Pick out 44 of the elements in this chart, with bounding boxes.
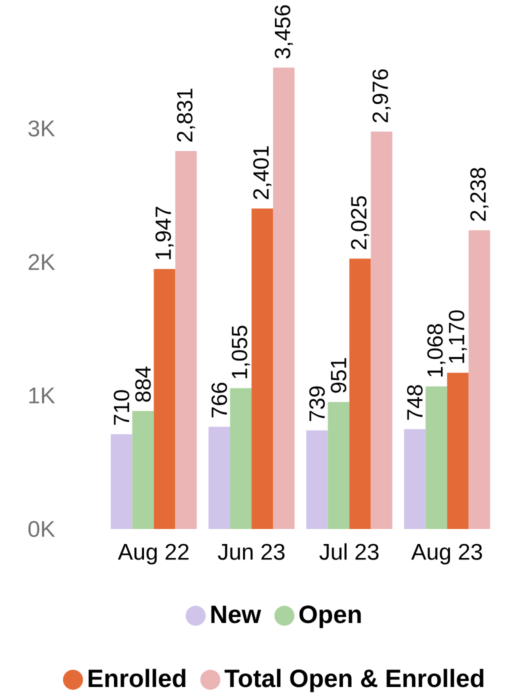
bar — [208, 426, 230, 529]
legend-label: New — [211, 606, 262, 624]
data-label: 2,025 — [350, 196, 370, 250]
legend-label: Total Open & Enrolled — [224, 668, 484, 692]
bar — [447, 372, 469, 529]
bar — [349, 258, 371, 529]
bar — [154, 269, 176, 529]
data-label: 710 — [114, 390, 130, 425]
data-label: 2,238 — [470, 168, 488, 221]
bar — [175, 151, 197, 529]
bar — [306, 430, 328, 529]
x-tick-label: Jun 23 — [218, 544, 285, 560]
data-label: 1,170 — [448, 310, 467, 363]
data-label: 748 — [407, 385, 423, 420]
legend-label: Open — [299, 606, 361, 628]
x-tick-label: Aug 22 — [118, 544, 189, 564]
legend-label: Enrolled — [88, 668, 186, 688]
bar — [252, 208, 274, 529]
y-tick-label: 3K — [28, 120, 56, 137]
data-label: 3,456 — [274, 5, 293, 58]
data-label: 1,947 — [155, 206, 174, 260]
bar — [370, 132, 392, 529]
bar — [426, 386, 448, 529]
bar — [404, 429, 426, 529]
y-tick-label: 1K — [29, 388, 56, 404]
y-tick-label: 0K — [28, 520, 56, 538]
y-tick-label: 2K — [28, 254, 56, 270]
bar — [273, 68, 295, 529]
bar — [468, 230, 490, 529]
data-label: 884 — [135, 366, 151, 402]
data-label: 766 — [211, 382, 228, 418]
bar — [132, 410, 154, 529]
data-label: 1,055 — [232, 326, 250, 378]
bar — [230, 388, 252, 529]
data-label: 951 — [330, 358, 346, 393]
data-label: 739 — [309, 386, 325, 421]
x-tick-label: Jul 23 — [319, 543, 379, 560]
data-label: 2,976 — [372, 69, 391, 122]
data-label: 2,831 — [176, 88, 196, 142]
x-tick-label: Aug 23 — [411, 544, 482, 564]
data-label: 1,068 — [427, 324, 446, 376]
bar — [328, 402, 350, 529]
data-label: 2,401 — [253, 146, 272, 200]
bar — [110, 434, 132, 529]
